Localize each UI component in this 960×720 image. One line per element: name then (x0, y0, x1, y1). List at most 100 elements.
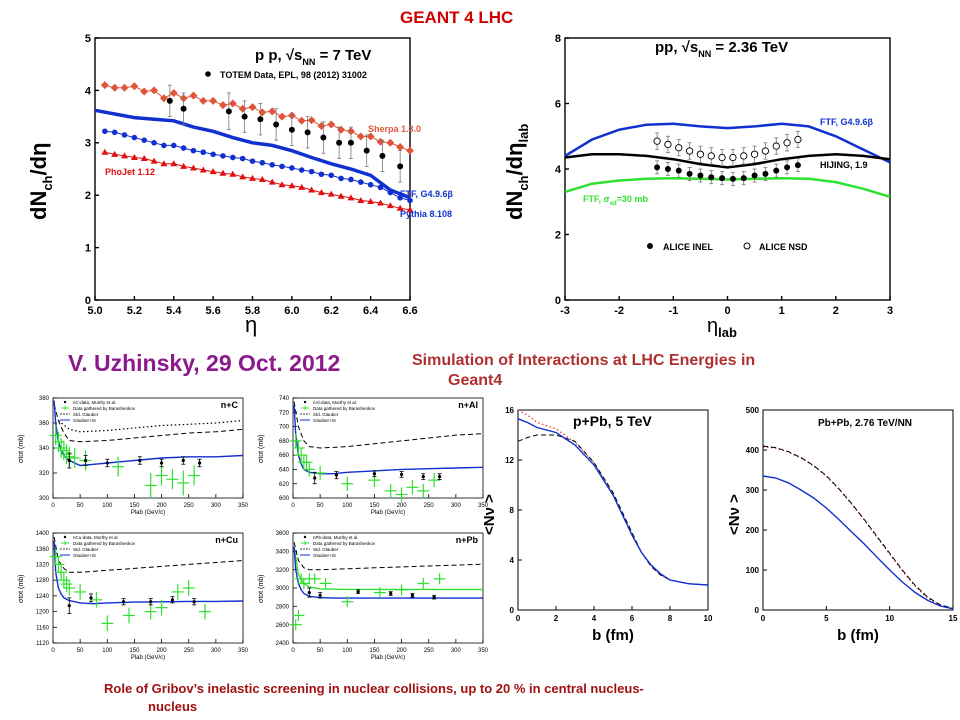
series-blue-solid-line (517, 418, 709, 586)
series-sherpa-1-3-0-point (307, 116, 316, 125)
y-tick-label: 2800 (276, 604, 290, 610)
y-tick-label: 1 (85, 242, 91, 254)
y-tick-label: 600 (279, 496, 290, 502)
y-tick-label: 2600 (276, 623, 290, 629)
series-phojet-1-12-point (209, 168, 217, 175)
y-tick-label: 680 (279, 439, 290, 445)
legend-ftf-sd-sub: sd (610, 201, 617, 207)
y-tick-label: 660 (279, 453, 290, 459)
y-tick-label: 0 (555, 295, 561, 307)
series-black-dashed-line (762, 445, 954, 609)
series-pythia-8-108-point (249, 158, 256, 164)
series-npb-data-murthy-et-al-point (307, 590, 311, 595)
series-alice-inel-point (729, 175, 736, 182)
series-alice-inel-point (773, 167, 780, 174)
series-pythia-8-108-point (102, 128, 108, 135)
simulation-title: Simulation of Interactions at LHC Energi… (412, 352, 756, 369)
x-tick-label: 0 (291, 503, 295, 509)
series-sherpa-1-3-0-point (150, 86, 159, 95)
x-tick-label: 10 (704, 614, 713, 623)
y-tick-label: 1160 (36, 625, 50, 631)
legend-entry: nC-data, Murthy et al. (73, 400, 116, 405)
series-totem-data-point (180, 105, 187, 112)
x-tick-label: 100 (342, 648, 353, 654)
y-tick-label: 12 (505, 456, 514, 465)
x-tick-label: 300 (451, 503, 462, 509)
chart-title: p+Pb, 5 TeV (573, 413, 652, 429)
series-sherpa-1-3-0-point (317, 122, 326, 131)
series-npb-data-murthy-et-al-point (318, 593, 322, 597)
series-pythia-8-108-point (180, 145, 187, 151)
series-alice-inel-point (654, 164, 661, 171)
series-phojet-1-12-point (278, 181, 286, 188)
y-tick-label: 720 (279, 410, 290, 416)
series-alice-inel-point (675, 167, 682, 174)
series-pythia-8-108-point (220, 153, 226, 159)
x-tick-label: 0 (51, 648, 55, 654)
series-sherpa-1-3-0-point (248, 103, 257, 112)
legend-entry: Glauber+IS (73, 418, 96, 423)
series-alice-nsd-point (685, 147, 694, 155)
y-tick-label: 1240 (36, 594, 50, 600)
y-tick-label: 200 (746, 526, 760, 535)
series-pythia-8-108-point (259, 159, 266, 166)
series-alice-inel-point (794, 162, 801, 169)
legend-pythia: Pythia 8.108 (400, 209, 452, 219)
series-red-dotted-line (762, 446, 954, 609)
series-nal-data-murthy-et-al-point (399, 472, 404, 477)
series-pythia-8-108-point (269, 162, 275, 168)
x-tick-label: 300 (211, 503, 222, 509)
series-totem-data-point (166, 97, 173, 104)
x-tick-label: 50 (77, 648, 84, 654)
series-pythia-8-108-point (200, 149, 207, 156)
legend-ftf: FTF, G4.9.6β (400, 189, 454, 199)
series-totem-data-point (225, 108, 232, 115)
x-tick-label: 5 (824, 614, 829, 623)
y-tick-label: 4 (555, 164, 562, 176)
reaction-label: n+C (221, 400, 239, 410)
y-tick-label: 3000 (276, 586, 290, 592)
plot-frame (762, 409, 954, 611)
y-axis-label-rest: /dη (26, 143, 51, 176)
x-tick-label: 6.0 (284, 305, 299, 317)
series-phojet-1-12-point (180, 162, 188, 169)
series-totem-data-point (273, 121, 280, 128)
series-std-glauber-line (53, 536, 244, 573)
series-ncu-data-murthy-et-al-point (89, 596, 93, 600)
series-phojet-1-12-point (357, 196, 365, 203)
y-axis-label-main: dN (502, 191, 527, 220)
chart-title-rest: = 7 TeV (315, 47, 371, 64)
y-axis-label-sub: ch (516, 175, 531, 190)
series-sherpa-1-3-0-point (120, 83, 129, 92)
series-totem-data-point (241, 113, 248, 120)
x-tick-label: 0 (516, 614, 521, 623)
series-npb-data-murthy-et-al-point (432, 595, 436, 599)
y-tick-label: 400 (746, 446, 760, 455)
series-alice-inel-point (740, 175, 747, 182)
series-phojet-1-12-point (298, 183, 306, 190)
y-tick-label: 300 (746, 486, 760, 495)
series-phojet-1-12-point (130, 153, 138, 160)
x-tick-label: 15 (949, 614, 958, 623)
legend-entry: Glauber+IS (313, 553, 336, 558)
y-tick-label: 380 (39, 396, 50, 402)
x-tick-label: 250 (424, 648, 435, 654)
series-alice-nsd-point (740, 152, 748, 160)
chart-title: Pb+Pb, 2.76 TeV/NN (818, 418, 912, 429)
series-phojet-1-12-point (367, 197, 375, 204)
series-alice-nsd-point (761, 147, 770, 155)
series-npb-data-murthy-et-al-point (410, 593, 415, 597)
footer-line-1: Role of Gribov’s inelastic screening in … (104, 681, 644, 696)
x-tick-label: 300 (211, 648, 222, 654)
x-axis-label: Plab (GeV/c) (371, 655, 405, 661)
y-tick-label: 320 (39, 471, 50, 477)
chart-pp-2-36tev: -3 -2 -1 0 1 2 3 0 2 4 6 8 pp, √sNN = 2.36 TeV FTF, G… (502, 33, 893, 340)
series-phojet-1-12-point (376, 199, 384, 206)
x-tick-label: 150 (129, 503, 140, 509)
chart-n-pb: 0 50 100 150 200 250 300 350 2400 2600 2800 3000 320… (258, 531, 489, 661)
y-axis-label-sub2: lab (516, 124, 531, 143)
x-tick-label: 50 (317, 503, 324, 509)
y-tick-label: 4 (510, 556, 515, 565)
series-sherpa-1-3-0-point (278, 112, 287, 121)
